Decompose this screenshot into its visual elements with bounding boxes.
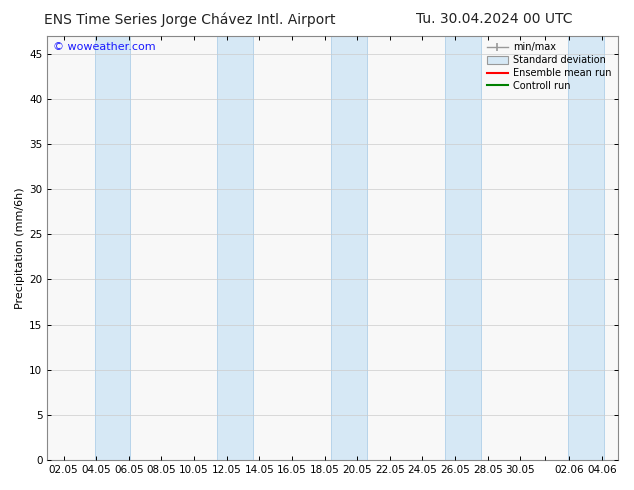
Bar — [567, 36, 604, 460]
Text: Tu. 30.04.2024 00 UTC: Tu. 30.04.2024 00 UTC — [417, 12, 573, 26]
Text: © woweather.com: © woweather.com — [53, 42, 155, 52]
Bar — [331, 36, 367, 460]
Bar — [445, 36, 481, 460]
Bar — [94, 36, 131, 460]
Bar — [217, 36, 253, 460]
Legend: min/max, Standard deviation, Ensemble mean run, Controll run: min/max, Standard deviation, Ensemble me… — [482, 39, 616, 95]
Text: ENS Time Series Jorge Chávez Intl. Airport: ENS Time Series Jorge Chávez Intl. Airpo… — [44, 12, 336, 27]
Y-axis label: Precipitation (mm/6h): Precipitation (mm/6h) — [15, 187, 25, 309]
